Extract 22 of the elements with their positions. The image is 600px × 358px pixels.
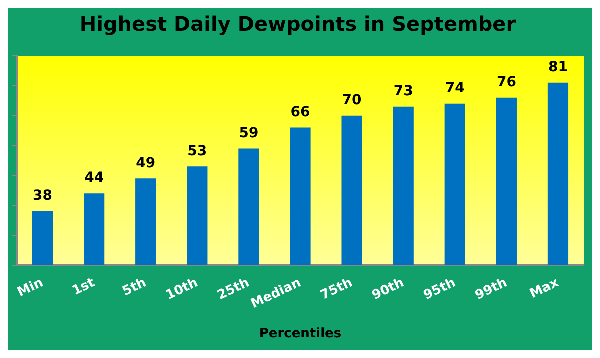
- x-axis-title: Percentiles: [259, 326, 342, 342]
- x-tick-label: 10th: [164, 276, 201, 304]
- x-tick-label: 75th: [318, 276, 356, 304]
- data-label: 70: [342, 92, 362, 108]
- data-label: 44: [84, 170, 104, 186]
- x-tick-label: 99th: [473, 276, 510, 304]
- x-tick-label: 90th: [370, 276, 407, 304]
- data-label: 73: [394, 83, 414, 100]
- data-label: 81: [548, 60, 568, 76]
- data-label: 38: [33, 188, 53, 204]
- x-tick-label: 95th: [422, 276, 458, 304]
- data-label: 49: [136, 155, 156, 172]
- data-label: 76: [496, 74, 516, 91]
- data-label: 53: [188, 143, 208, 160]
- data-label: 66: [290, 104, 310, 120]
- x-tick-label: 1st: [70, 276, 98, 299]
- x-tick-label: Max: [528, 275, 562, 302]
- x-tick-label: 5th: [120, 276, 150, 300]
- chart-title: Highest Daily Dewpoints in September: [80, 12, 516, 36]
- data-label: 74: [445, 80, 466, 97]
- x-tick-label: Min: [15, 276, 46, 301]
- data-label: 59: [239, 125, 259, 142]
